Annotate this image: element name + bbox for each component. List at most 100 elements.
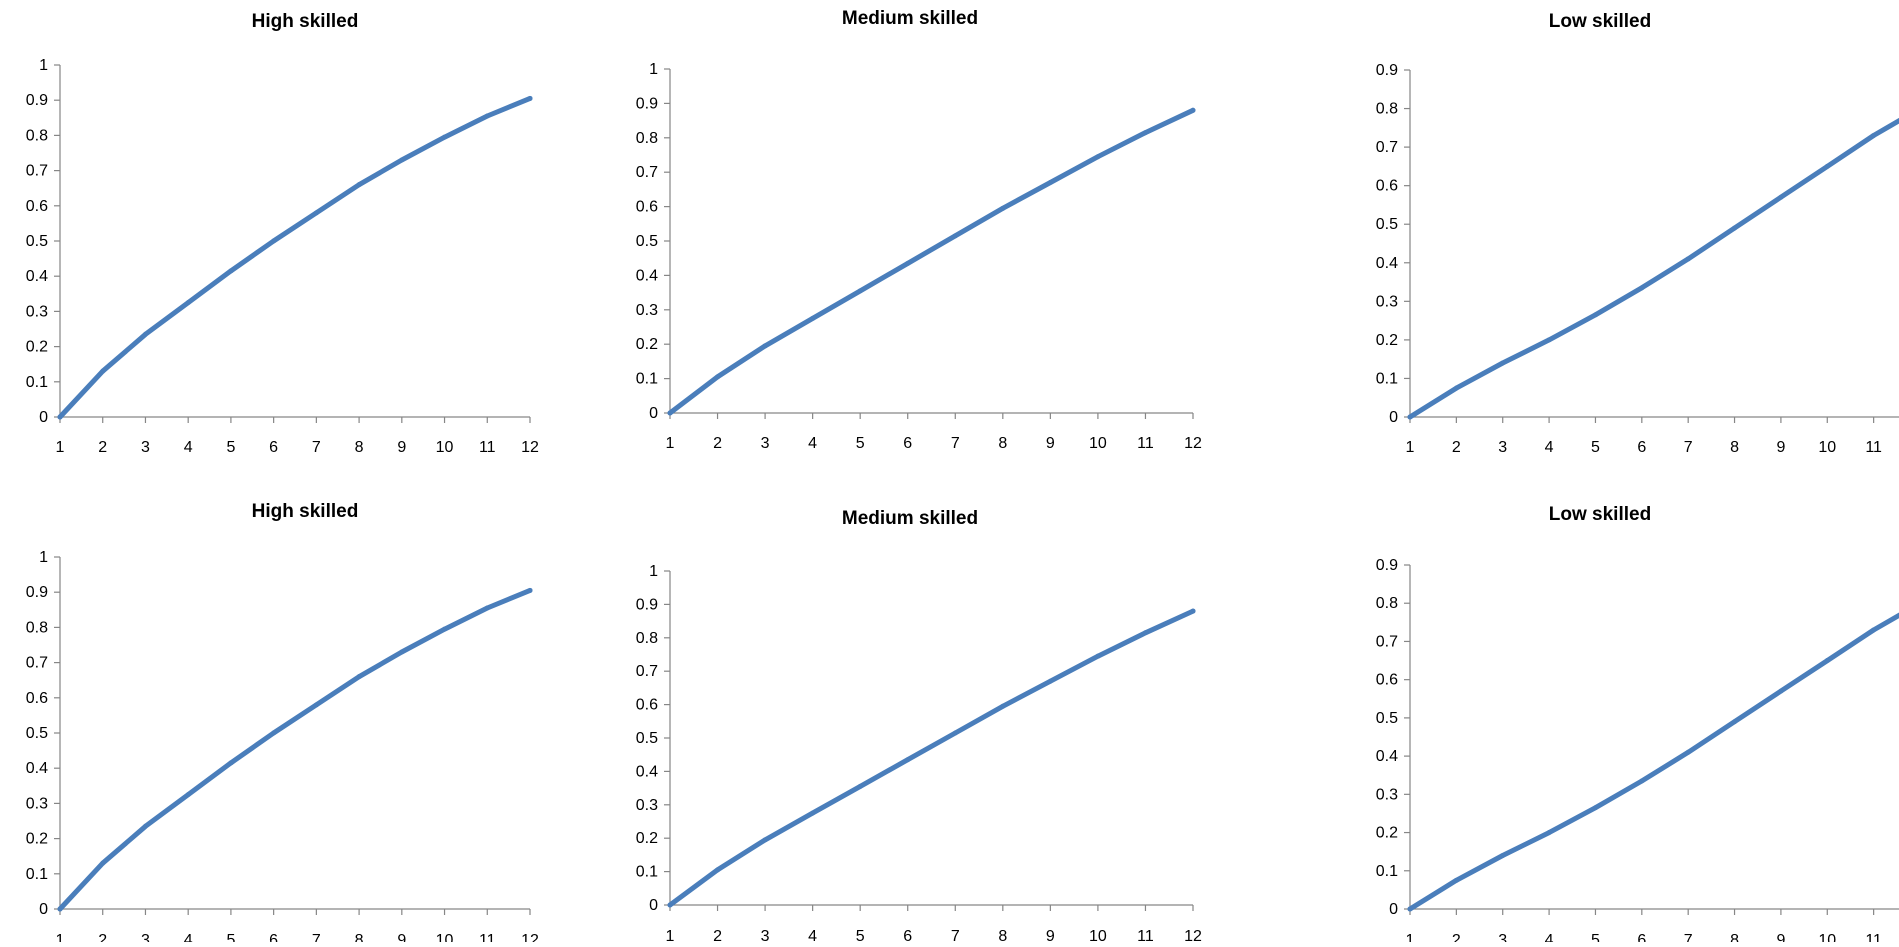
data-point	[399, 649, 405, 655]
y-tick-label: 0.1	[26, 374, 48, 391]
data-point	[1778, 688, 1784, 694]
data-point	[57, 414, 63, 420]
x-tick-label: 3	[141, 932, 150, 942]
x-tick-label: 1	[666, 435, 675, 452]
x-tick-label: 11	[479, 932, 496, 942]
x-tick-label: 8	[998, 928, 1007, 942]
data-point	[715, 374, 721, 380]
x-tick-label: 12	[1184, 928, 1202, 942]
x-tick-label: 10	[1089, 928, 1107, 942]
x-tick-label: 9	[1776, 439, 1785, 456]
data-point	[100, 860, 106, 866]
data-point	[1732, 225, 1738, 231]
data-point	[1407, 414, 1413, 420]
x-tick-label: 6	[1637, 932, 1646, 942]
data-point	[142, 331, 148, 337]
y-tick-label: 0.4	[26, 760, 48, 777]
x-tick-label: 2	[1452, 932, 1461, 942]
x-tick-label: 6	[903, 928, 912, 942]
x-tick-label: 11	[1137, 928, 1154, 942]
x-tick-label: 1	[56, 932, 65, 942]
y-tick-label: 0.5	[636, 233, 658, 250]
x-tick-label: 2	[713, 435, 722, 452]
data-point	[1546, 830, 1552, 836]
y-tick-label: 0.1	[26, 866, 48, 883]
y-tick-label: 0.3	[26, 303, 48, 320]
x-tick-label: 11	[479, 439, 496, 456]
chart-title: Medium skilled	[842, 8, 978, 29]
data-point	[1778, 194, 1784, 200]
x-tick-label: 9	[1046, 928, 1055, 942]
x-tick-label: 10	[1089, 435, 1107, 452]
data-point	[810, 810, 816, 816]
y-tick-label: 0.2	[26, 831, 48, 848]
x-tick-label: 2	[98, 932, 107, 942]
y-tick-label: 0.3	[26, 795, 48, 812]
data-point	[399, 157, 405, 163]
data-point	[484, 605, 490, 611]
y-tick-label: 0.6	[26, 198, 48, 215]
y-tick-label: 0.9	[26, 92, 48, 109]
x-tick-label: 2	[98, 439, 107, 456]
data-point	[1732, 719, 1738, 725]
y-tick-label: 0.2	[636, 336, 658, 353]
data-point	[952, 233, 958, 239]
y-tick-label: 0.7	[1376, 139, 1398, 156]
x-tick-label: 7	[312, 932, 321, 942]
y-tick-label: 0.2	[1376, 332, 1398, 349]
y-tick-label: 0.8	[636, 130, 658, 147]
data-point	[1824, 658, 1830, 664]
data-point	[1453, 877, 1459, 883]
y-tick-label: 0.2	[636, 830, 658, 847]
y-tick-label: 0.6	[1376, 178, 1398, 195]
data-point	[1500, 852, 1506, 858]
x-tick-label: 5	[226, 439, 235, 456]
data-point	[1047, 180, 1053, 186]
x-tick-label: 3	[1498, 439, 1507, 456]
y-tick-label: 0.9	[1376, 557, 1398, 574]
data-point	[1095, 154, 1101, 160]
y-tick-label: 1	[39, 549, 48, 566]
y-tick-label: 0.7	[26, 163, 48, 180]
chart-panel-2: Medium skilled 0 0.1 0.2 0.3 0.4 0.5 0.6 0.7 0.8 0…	[636, 8, 1202, 452]
y-tick-label: 0.9	[636, 95, 658, 112]
x-tick-label: 3	[141, 439, 150, 456]
data-point	[527, 587, 533, 593]
y-tick-label: 0.4	[636, 267, 658, 284]
x-tick-label: 8	[355, 439, 364, 456]
data-point	[1546, 337, 1552, 343]
data-point	[667, 410, 673, 416]
x-tick-label: 6	[903, 435, 912, 452]
y-tick-label: 0.6	[636, 697, 658, 714]
x-tick-label: 10	[436, 932, 454, 942]
x-tick-label: 4	[184, 439, 193, 456]
x-tick-label: 1	[1406, 439, 1415, 456]
series-line	[57, 587, 533, 912]
data-point	[271, 730, 277, 736]
x-tick-label: 7	[1684, 439, 1693, 456]
data-point	[271, 238, 277, 244]
y-tick-label: 0.4	[1376, 255, 1398, 272]
x-tick-label: 8	[1730, 932, 1739, 942]
data-point	[185, 792, 191, 798]
data-point	[1407, 906, 1413, 912]
y-tick-label: 0.2	[1376, 825, 1398, 842]
series-line	[57, 95, 533, 420]
y-tick-label: 0.1	[636, 864, 658, 881]
y-tick-label: 0.8	[26, 127, 48, 144]
data-point	[762, 837, 768, 843]
x-tick-label: 7	[951, 435, 960, 452]
y-tick-label: 0.3	[1376, 786, 1398, 803]
y-tick-label: 0.5	[636, 730, 658, 747]
y-tick-label: 0	[39, 901, 48, 918]
y-tick-label: 0.6	[26, 690, 48, 707]
y-tick-label: 0.4	[26, 268, 48, 285]
y-tick-label: 1	[39, 57, 48, 74]
data-point	[905, 757, 911, 763]
data-point	[1000, 205, 1006, 211]
y-tick-label: 0.7	[636, 663, 658, 680]
y-tick-label: 1	[649, 563, 658, 580]
data-point	[1592, 312, 1598, 318]
data-point	[715, 867, 721, 873]
